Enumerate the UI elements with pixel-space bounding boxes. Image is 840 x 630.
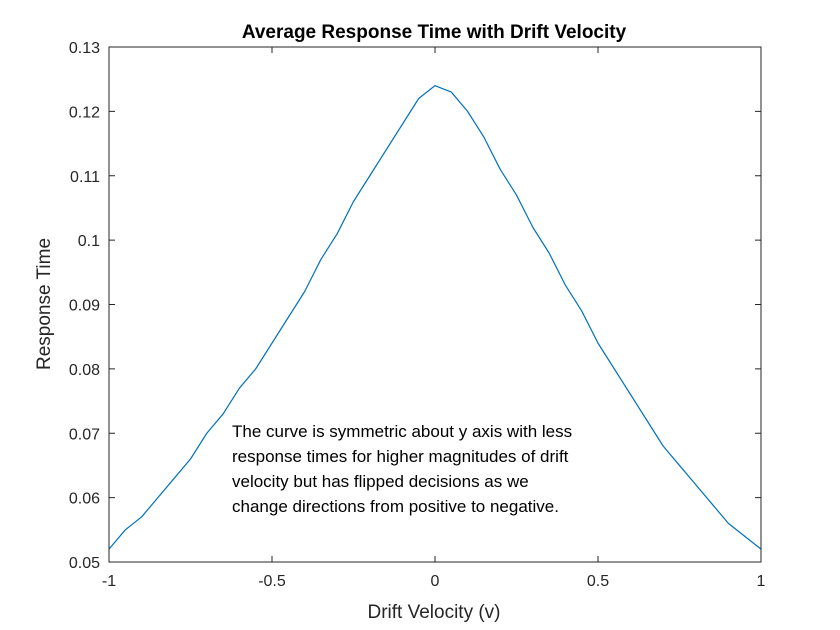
y-tick-label: 0.07 [69, 426, 100, 443]
y-tick-label: 0.05 [69, 555, 100, 572]
x-tick-label: -1 [102, 573, 116, 590]
plot-area [109, 47, 761, 562]
annotation-line-4: change directions from positive to negat… [232, 497, 559, 516]
y-tick-label: 0.12 [69, 104, 100, 121]
x-tick-label: 0 [431, 573, 440, 590]
x-tick-label: 0.5 [587, 573, 609, 590]
y-tick-label: 0.06 [69, 491, 100, 508]
axes-box [108, 46, 762, 563]
y-tick-label: 0.1 [78, 233, 100, 250]
annotation-line-3: velocity but has flipped decisions as we [232, 472, 529, 491]
annotation: The curve is symmetric about y axis with… [232, 422, 572, 516]
y-tick-label: 0.13 [69, 40, 100, 57]
y-axis-label: Response Time [34, 238, 55, 370]
x-tick-label: 1 [757, 573, 766, 590]
x-axis-label: Drift Velocity (v) [367, 602, 500, 623]
annotation-line-2: response times for higher magnitudes of … [232, 447, 569, 466]
x-tick-label: -0.5 [258, 573, 286, 590]
y-tick-label: 0.09 [69, 298, 100, 315]
y-tick-label: 0.08 [69, 362, 100, 379]
chart-title: Average Response Time with Drift Velocit… [242, 22, 627, 43]
y-tick-label: 0.11 [70, 169, 100, 186]
series-line-1 [108, 85, 762, 550]
annotation-line-1: The curve is symmetric about y axis with… [232, 422, 572, 441]
series-group [108, 85, 762, 550]
